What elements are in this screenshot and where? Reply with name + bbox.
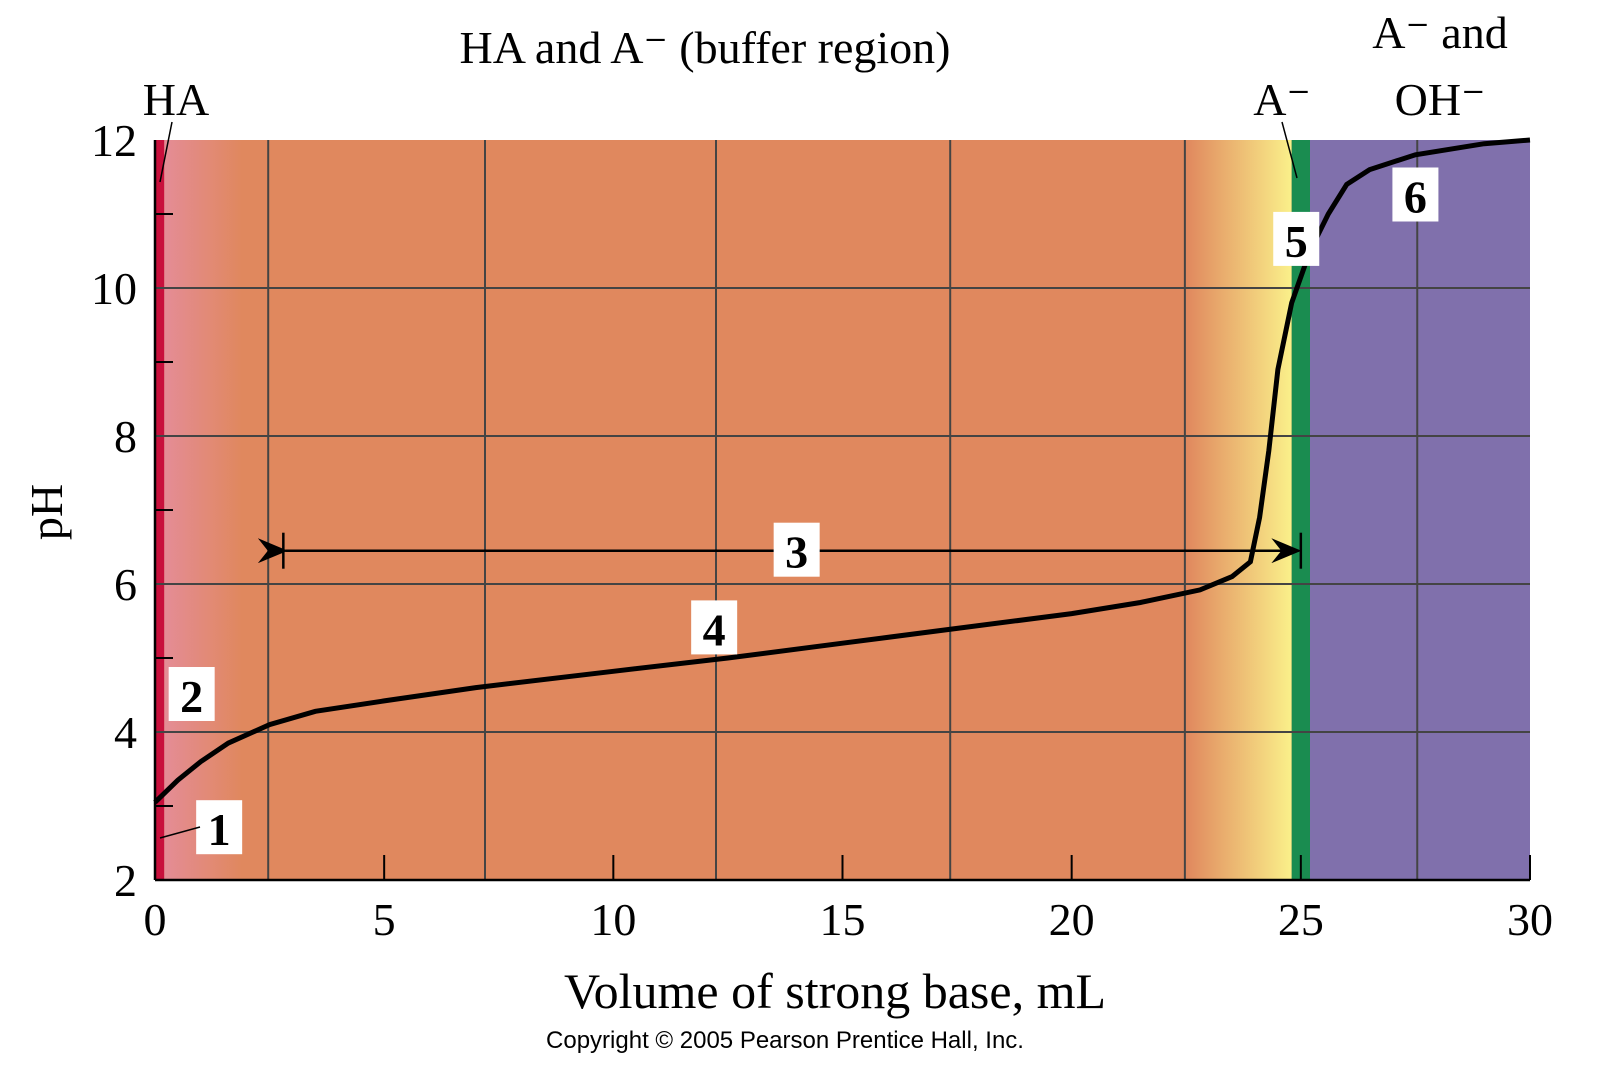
annotation-label: 1 bbox=[208, 804, 231, 855]
a-oh-region bbox=[1310, 140, 1530, 880]
y-tick-label: 2 bbox=[114, 855, 137, 906]
annotation-label: 4 bbox=[703, 604, 726, 655]
region-label-a-oh-1: A⁻ and bbox=[1372, 7, 1507, 58]
y-tick-label: 10 bbox=[91, 263, 137, 314]
annotation-box bbox=[1273, 211, 1320, 266]
a-region bbox=[1291, 140, 1310, 880]
x-tick-label: 15 bbox=[820, 894, 866, 945]
annotation-box bbox=[196, 800, 243, 855]
region-label-ha: HA bbox=[143, 74, 209, 125]
y-tick-label: 6 bbox=[114, 559, 137, 610]
ha-leader bbox=[159, 121, 173, 183]
acid-gradient bbox=[164, 140, 243, 880]
x-tick-label: 25 bbox=[1278, 894, 1324, 945]
y-axis-label: pH bbox=[21, 484, 72, 540]
annotation-label: 2 bbox=[180, 671, 203, 722]
annotation-box bbox=[773, 522, 820, 577]
y-tick-label: 4 bbox=[114, 707, 137, 758]
annotation-box bbox=[1392, 167, 1439, 222]
annotation-box bbox=[168, 667, 215, 721]
x-tick-label: 20 bbox=[1049, 894, 1095, 945]
region-label-a: A⁻ bbox=[1253, 74, 1311, 125]
y-tick-label: 12 bbox=[91, 115, 137, 166]
annotation-label: 5 bbox=[1285, 216, 1308, 267]
copyright: Copyright © 2005 Pearson Prentice Hall, … bbox=[546, 1027, 1024, 1054]
point1-leader bbox=[159, 826, 201, 839]
x-tick-label: 10 bbox=[590, 894, 636, 945]
x-tick-label: 0 bbox=[144, 894, 167, 945]
titration-curve bbox=[153, 137, 1531, 805]
region-label-buffer: HA and A⁻ (buffer region) bbox=[460, 22, 951, 73]
x-axis-label: Volume of strong base, mL bbox=[564, 963, 1106, 1019]
annotation-label: 6 bbox=[1404, 172, 1427, 223]
region-label-a-oh-2: OH⁻ bbox=[1395, 74, 1486, 125]
y-tick-label: 8 bbox=[114, 411, 137, 462]
annotation-box bbox=[691, 600, 738, 655]
a-leader bbox=[1281, 121, 1298, 179]
annotation-label: 3 bbox=[785, 527, 808, 578]
x-tick-label: 30 bbox=[1507, 894, 1553, 945]
x-tick-label: 5 bbox=[373, 894, 396, 945]
